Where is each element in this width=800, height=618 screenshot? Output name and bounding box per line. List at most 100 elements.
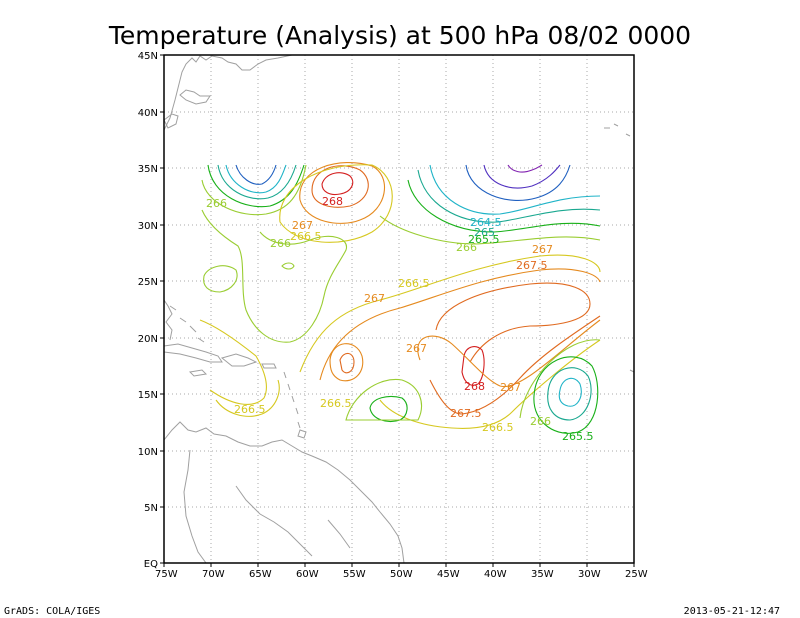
coast-north-america (163, 54, 293, 131)
contour-266-west (201, 209, 347, 343)
x-tick-label: 55W (343, 569, 366, 580)
temperature-contours (199, 162, 601, 434)
y-tick-label: 35N (138, 164, 158, 175)
contour-268-north (321, 172, 354, 196)
plot-area: 266 268 267 266.5 266 264.5 265 265.5 26… (163, 54, 635, 564)
contour-266-5-south (379, 339, 601, 429)
x-tick-marks (163, 563, 635, 567)
x-tick-label: 35W (531, 569, 554, 580)
contour-label: 266.5 (290, 230, 322, 243)
contour-268-south (461, 346, 485, 386)
coast-jamaica (188, 369, 208, 377)
contour-267-south (417, 319, 601, 388)
contour-266-5-north (279, 164, 393, 243)
contour-label: 264.5 (470, 216, 502, 229)
x-tick-label: 45W (437, 569, 460, 580)
contour-266-5-central (299, 254, 601, 373)
y-tick-label: 45N (138, 51, 158, 62)
coast-cuba (163, 343, 223, 363)
contour-267-central (319, 268, 601, 381)
footer-credit: GrADS: COLA/IGES (4, 606, 100, 617)
y-tick-label: 10N (138, 447, 158, 458)
graticule (164, 55, 634, 563)
coast-guiana-rivers (235, 485, 351, 557)
contour-labels: 266 268 267 266.5 266 264.5 265 265.5 26… (206, 195, 594, 443)
contour-264-5-west (225, 164, 287, 194)
x-tick-label: 60W (296, 569, 319, 580)
coast-azores (604, 123, 631, 137)
coast-florida (163, 299, 173, 341)
footer-timestamp: 2013-05-21-12:47 (684, 606, 780, 617)
y-tick-label: 20N (138, 334, 158, 345)
contour-263-east (507, 164, 543, 173)
contour-266-south (345, 378, 422, 421)
y-tick-marks (160, 54, 164, 564)
contour-label: 267.5 (450, 407, 482, 420)
coast-hispaniola (220, 353, 258, 367)
contour-267-5-north (311, 165, 369, 208)
contour-label: 266.5 (398, 277, 430, 290)
contour-label: 267 (364, 292, 385, 305)
contour-266-se (519, 339, 601, 419)
y-tick-label: 25N (138, 277, 158, 288)
coast-cape-cod (163, 113, 179, 129)
contour-label: 268 (322, 195, 343, 208)
coast-nova-scotia (179, 89, 211, 105)
coast-puerto-rico (261, 363, 277, 369)
contour-266-west-loop (203, 265, 238, 293)
x-tick-label: 65W (249, 569, 272, 580)
contour-label: 266 (530, 415, 551, 428)
contour-label: 267 (532, 243, 553, 256)
contour-267-5-east (435, 282, 591, 363)
contour-label: 265.5 (562, 430, 594, 443)
map-title: Temperature (Analysis) at 500 hPa 08/02 … (108, 21, 691, 50)
contour-267-5-south (429, 315, 601, 415)
x-tick-label: 75W (155, 569, 178, 580)
contour-label: 266.5 (482, 421, 514, 434)
contour-label: 268 (464, 380, 485, 393)
contour-263-5-east (483, 164, 561, 189)
x-axis: 75W 70W 65W 60W 55W 50W 45W 40W 35W 30W … (155, 563, 648, 580)
y-tick-label: 30N (138, 221, 158, 232)
contour-267-north (299, 162, 386, 224)
coast-bahamas (169, 305, 205, 343)
contour-label: 266 (206, 197, 227, 210)
contour-label: 267 (292, 219, 313, 232)
contour-266-small (281, 262, 295, 270)
contour-label: 267 (500, 381, 521, 394)
x-tick-label: 70W (202, 569, 225, 580)
contour-265-se (547, 367, 592, 421)
contour-label: 266 (270, 237, 291, 250)
coast-lesser-antilles (283, 371, 301, 429)
contour-label: 266 (456, 241, 477, 254)
contour-265-west (217, 164, 297, 200)
coast-central-america (163, 421, 405, 564)
contour-265-east (417, 169, 601, 223)
contour-label: 265 (474, 226, 495, 239)
y-tick-label: EQ (144, 559, 158, 570)
coast-trinidad (297, 429, 307, 439)
contour-265-5-se (533, 356, 599, 434)
contour-267-5-loop (339, 352, 355, 374)
contour-264-5-east (429, 164, 601, 215)
coast-colombia-inland (183, 449, 207, 564)
x-tick-label: 40W (484, 569, 507, 580)
contour-label: 265.5 (468, 233, 500, 246)
contour-264-east (465, 164, 571, 201)
contour-267-loop (329, 343, 364, 382)
y-tick-label: 15N (138, 390, 158, 401)
y-tick-label: 5N (144, 503, 158, 514)
contour-264-5-se (558, 377, 582, 407)
contour-label: 266.5 (320, 397, 352, 410)
contour-label: 267 (406, 342, 427, 355)
y-tick-label: 40N (138, 108, 158, 119)
x-tick-label: 30W (578, 569, 601, 580)
contour-266-east (379, 215, 601, 245)
contour-266-5-west (199, 319, 267, 405)
contour-264-west (235, 164, 277, 185)
contour-label: 267.5 (516, 259, 548, 272)
y-axis: EQ 5N 10N 15N 20N 25N 30N 35N 40N 45N (138, 51, 164, 570)
contour-label: 266.5 (234, 403, 266, 416)
contour-265-5-east (407, 179, 601, 233)
